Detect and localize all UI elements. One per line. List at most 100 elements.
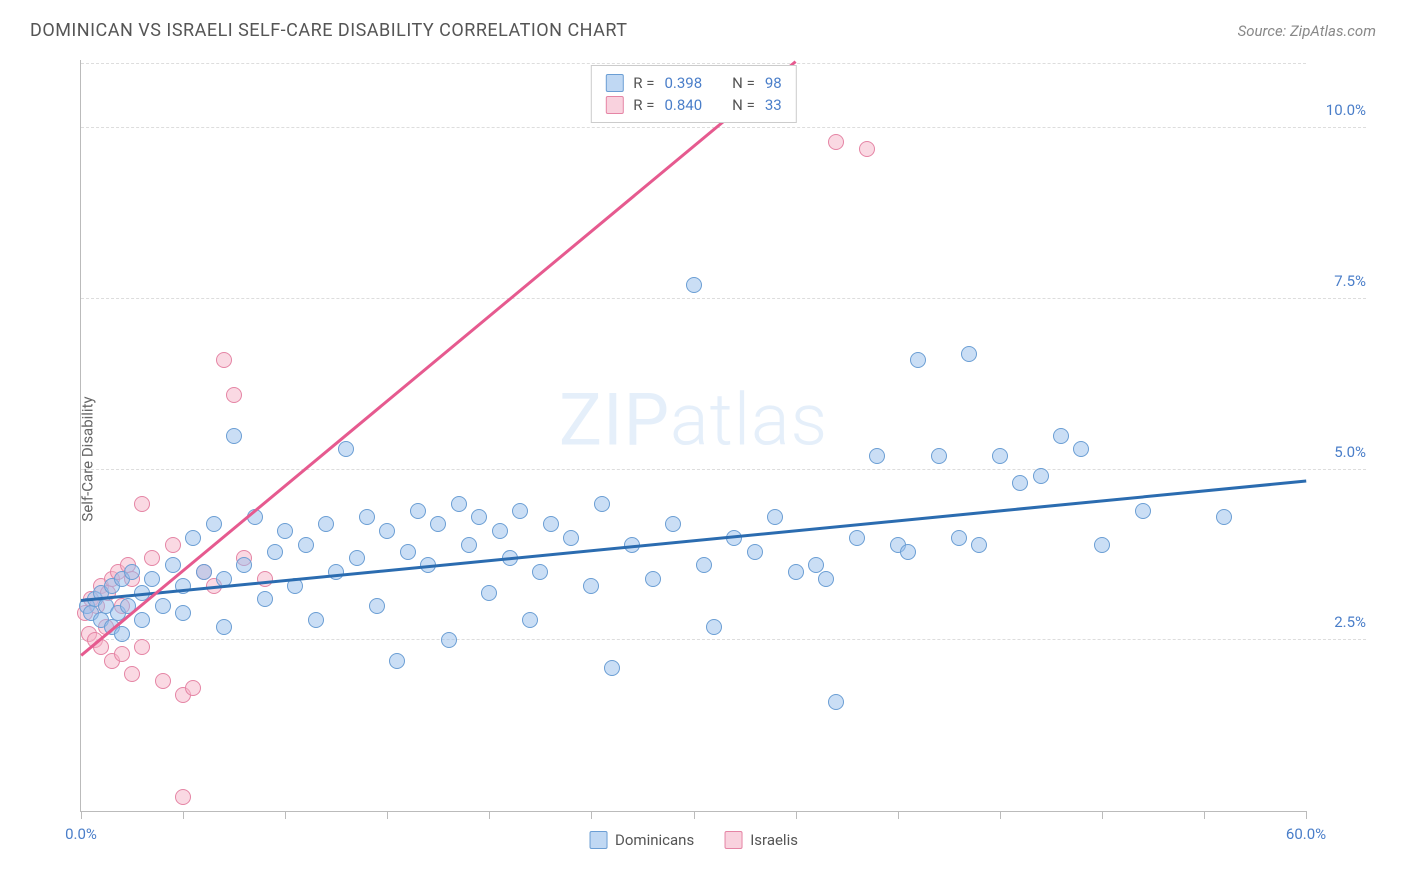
plot-area: ZIPatlas R =0.398N =98R =0.840N =33 Domi… bbox=[80, 60, 1306, 812]
scatter-point-dominicans bbox=[359, 509, 375, 525]
scatter-point-israelis bbox=[185, 680, 201, 696]
gridline bbox=[81, 469, 1366, 470]
scatter-point-israelis bbox=[165, 537, 181, 553]
scatter-point-dominicans bbox=[389, 653, 405, 669]
scatter-point-israelis bbox=[144, 550, 160, 566]
scatter-point-dominicans bbox=[451, 496, 467, 512]
scatter-point-dominicans bbox=[849, 530, 865, 546]
gridline bbox=[81, 298, 1366, 299]
scatter-point-dominicans bbox=[1073, 441, 1089, 457]
stats-n-value: 33 bbox=[765, 96, 782, 114]
scatter-point-dominicans bbox=[196, 564, 212, 580]
x-tick bbox=[489, 811, 490, 819]
scatter-point-dominicans bbox=[532, 564, 548, 580]
scatter-point-dominicans bbox=[971, 537, 987, 553]
bottom-legend: Dominicans Israelis bbox=[589, 831, 798, 849]
scatter-point-dominicans bbox=[441, 632, 457, 648]
stats-n-label: N = bbox=[732, 96, 755, 114]
scatter-point-dominicans bbox=[185, 530, 201, 546]
gridline bbox=[81, 127, 1366, 128]
scatter-point-dominicans bbox=[594, 496, 610, 512]
scatter-point-dominicans bbox=[869, 448, 885, 464]
scatter-point-dominicans bbox=[410, 503, 426, 519]
chart-container: Self-Care Disability ZIPatlas R =0.398N … bbox=[30, 55, 1376, 862]
scatter-point-dominicans bbox=[461, 537, 477, 553]
scatter-point-dominicans bbox=[144, 571, 160, 587]
gridline bbox=[81, 639, 1366, 640]
scatter-point-dominicans bbox=[696, 557, 712, 573]
chart-title: DOMINICAN VS ISRAELI SELF-CARE DISABILIT… bbox=[30, 20, 628, 41]
scatter-point-dominicans bbox=[175, 605, 191, 621]
scatter-point-dominicans bbox=[1135, 503, 1151, 519]
scatter-point-dominicans bbox=[686, 277, 702, 293]
scatter-point-dominicans bbox=[328, 564, 344, 580]
scatter-point-dominicans bbox=[645, 571, 661, 587]
x-tick bbox=[1204, 811, 1205, 819]
y-tick-label: 5.0% bbox=[1311, 443, 1366, 461]
scatter-point-dominicans bbox=[900, 544, 916, 560]
y-tick-label: 2.5% bbox=[1311, 613, 1366, 631]
x-tick bbox=[285, 811, 286, 819]
scatter-point-dominicans bbox=[1033, 468, 1049, 484]
scatter-point-dominicans bbox=[1216, 509, 1232, 525]
scatter-point-israelis bbox=[226, 387, 242, 403]
scatter-point-dominicans bbox=[604, 660, 620, 676]
scatter-point-dominicans bbox=[318, 516, 334, 532]
scatter-point-israelis bbox=[155, 673, 171, 689]
scatter-point-dominicans bbox=[206, 516, 222, 532]
scatter-point-dominicans bbox=[134, 612, 150, 628]
scatter-point-dominicans bbox=[931, 448, 947, 464]
scatter-point-dominicans bbox=[124, 564, 140, 580]
stats-r-value: 0.840 bbox=[664, 96, 702, 114]
scatter-point-dominicans bbox=[216, 619, 232, 635]
scatter-point-dominicans bbox=[481, 585, 497, 601]
x-tick bbox=[591, 811, 592, 819]
scatter-point-dominicans bbox=[788, 564, 804, 580]
scatter-point-dominicans bbox=[308, 612, 324, 628]
scatter-point-dominicans bbox=[543, 516, 559, 532]
legend-swatch-pink bbox=[724, 831, 742, 849]
scatter-point-dominicans bbox=[706, 619, 722, 635]
x-tick bbox=[1000, 811, 1001, 819]
scatter-point-dominicans bbox=[226, 428, 242, 444]
scatter-point-dominicans bbox=[400, 544, 416, 560]
scatter-point-dominicans bbox=[155, 598, 171, 614]
x-tick-label: 0.0% bbox=[65, 825, 97, 843]
scatter-point-dominicans bbox=[818, 571, 834, 587]
scatter-point-israelis bbox=[859, 141, 875, 157]
stats-legend-row: R =0.398N =98 bbox=[605, 72, 781, 94]
stats-legend: R =0.398N =98R =0.840N =33 bbox=[590, 65, 796, 123]
legend-swatch-blue bbox=[589, 831, 607, 849]
legend-swatch-blue bbox=[605, 74, 623, 92]
trendline-dominicans bbox=[81, 480, 1306, 602]
trendline-israelis bbox=[80, 60, 796, 656]
scatter-point-dominicans bbox=[512, 503, 528, 519]
x-tick bbox=[1102, 811, 1103, 819]
scatter-point-israelis bbox=[114, 646, 130, 662]
scatter-point-israelis bbox=[828, 134, 844, 150]
stats-r-label: R = bbox=[633, 74, 654, 92]
stats-n-value: 98 bbox=[765, 74, 782, 92]
source-label: Source: ZipAtlas.com bbox=[1238, 22, 1376, 40]
x-tick bbox=[796, 811, 797, 819]
scatter-point-israelis bbox=[175, 789, 191, 805]
scatter-point-israelis bbox=[134, 496, 150, 512]
scatter-point-dominicans bbox=[563, 530, 579, 546]
scatter-point-dominicans bbox=[236, 557, 252, 573]
legend-item-israelis: Israelis bbox=[724, 831, 798, 849]
scatter-point-israelis bbox=[134, 639, 150, 655]
scatter-point-dominicans bbox=[1012, 475, 1028, 491]
scatter-point-dominicans bbox=[910, 352, 926, 368]
y-tick-label: 7.5% bbox=[1311, 272, 1366, 290]
legend-swatch-pink bbox=[605, 96, 623, 114]
scatter-point-dominicans bbox=[369, 598, 385, 614]
scatter-point-dominicans bbox=[828, 694, 844, 710]
x-tick bbox=[387, 811, 388, 819]
legend-label: Dominicans bbox=[615, 831, 694, 849]
stats-n-label: N = bbox=[732, 74, 755, 92]
scatter-point-dominicans bbox=[961, 346, 977, 362]
scatter-point-dominicans bbox=[767, 509, 783, 525]
x-tick-label: 60.0% bbox=[1286, 825, 1326, 843]
x-tick bbox=[898, 811, 899, 819]
scatter-point-dominicans bbox=[257, 591, 273, 607]
